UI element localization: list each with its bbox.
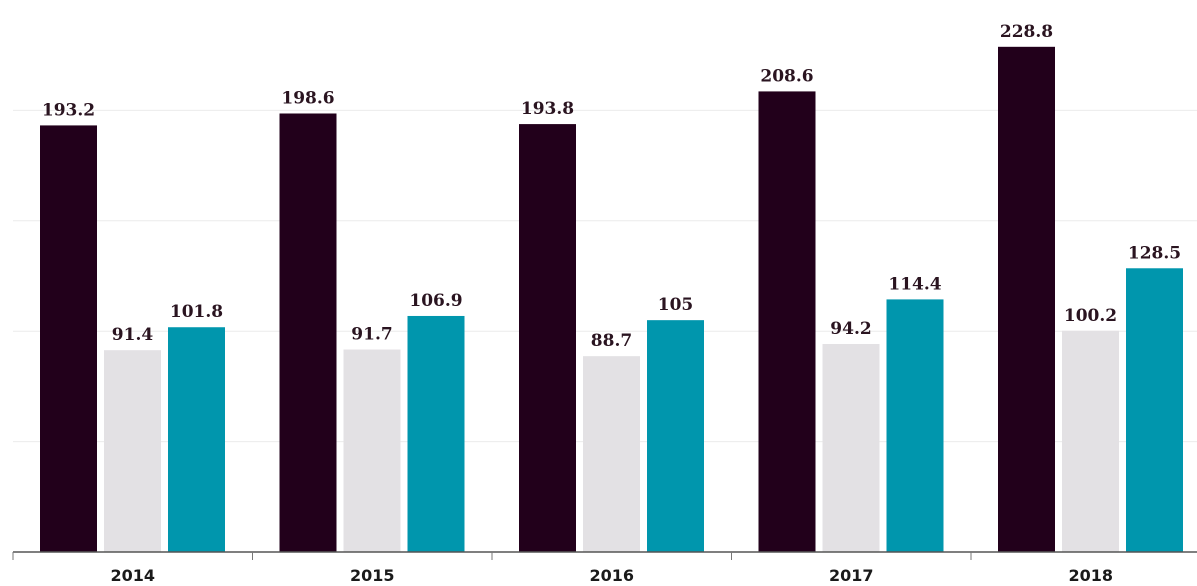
- bar-2017-series-3: [886, 299, 944, 552]
- x-tick-label-2017: 2017: [829, 566, 874, 585]
- bar-2016-series-2: [583, 356, 640, 552]
- bars: [40, 46, 1183, 553]
- value-label-2016-series-2: 88.7: [591, 331, 632, 351]
- value-label-2018-series-2: 100.2: [1064, 306, 1117, 326]
- value-label-2014-series-1: 193.2: [42, 100, 95, 120]
- bar-2018-series-3: [1126, 268, 1183, 552]
- value-label-2014-series-3: 101.8: [170, 302, 223, 322]
- value-label-2016-series-3: 105: [658, 295, 694, 315]
- bar-2018-series-2: [1062, 330, 1119, 552]
- bar-2018-series-1: [998, 46, 1055, 552]
- bar-2014-series-1: [40, 125, 97, 552]
- value-label-2017-series-3: 114.4: [888, 274, 941, 294]
- value-labels: 193.2 91.4 101.8 198.6 91.7 106.9 193.8 88.7 105…: [42, 22, 1181, 351]
- value-label-2015-series-1: 198.6: [281, 88, 334, 108]
- value-label-2017-series-2: 94.2: [830, 319, 871, 339]
- x-tick-label-2018: 2018: [1068, 566, 1113, 585]
- bar-2016-series-3: [647, 320, 704, 552]
- value-label-2017-series-1: 208.6: [760, 66, 813, 86]
- value-label-2018-series-3: 128.5: [1128, 243, 1181, 263]
- bar-2017-series-2: [822, 344, 880, 552]
- bar-2016-series-1: [519, 124, 576, 552]
- bar-2015-series-3: [407, 315, 465, 552]
- x-tick-label-2016: 2016: [589, 566, 634, 585]
- bar-2015-series-2: [343, 349, 401, 552]
- x-tick-label-2015: 2015: [350, 566, 395, 585]
- bar-2017-series-1: [758, 91, 816, 553]
- value-label-2018-series-1: 228.8: [1000, 22, 1053, 42]
- value-label-2015-series-2: 91.7: [351, 325, 392, 345]
- value-label-2016-series-1: 193.8: [521, 99, 574, 119]
- bar-2014-series-3: [168, 327, 225, 552]
- x-axis-ticks: 2014 2015 2016 2017 2018: [12, 552, 1113, 585]
- value-label-2014-series-2: 91.4: [112, 325, 154, 345]
- bar-2014-series-2: [104, 350, 161, 552]
- x-tick-label-2014: 2014: [110, 566, 155, 585]
- value-label-2015-series-3: 106.9: [409, 291, 462, 311]
- bar-2015-series-1: [279, 113, 337, 552]
